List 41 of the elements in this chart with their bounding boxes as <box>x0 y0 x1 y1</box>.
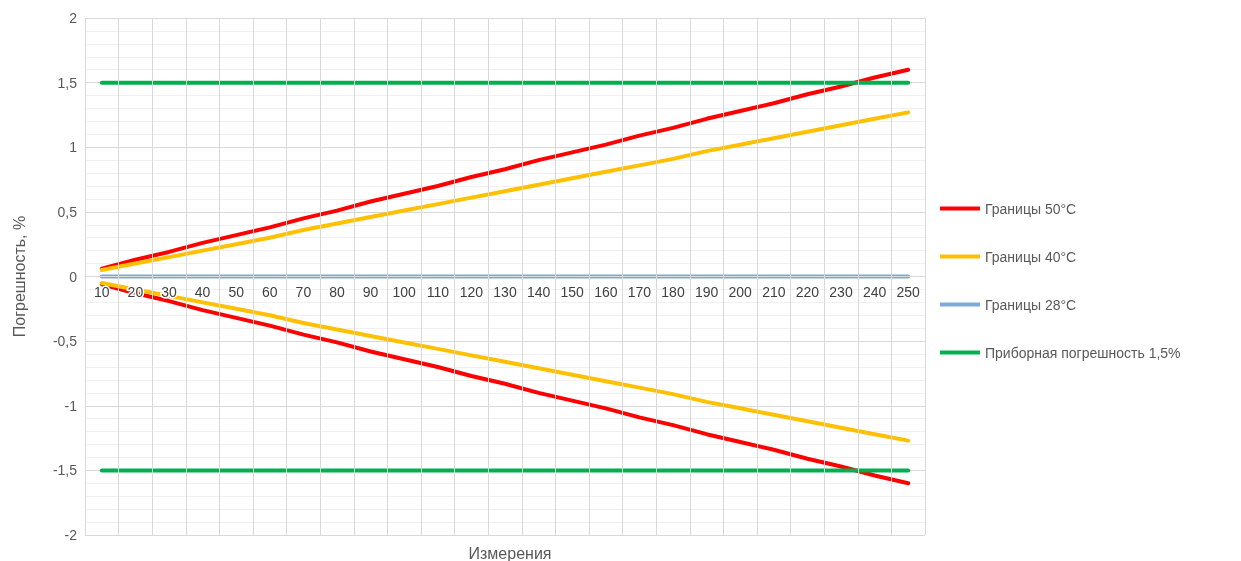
y-tick-label: 0 <box>69 268 78 285</box>
x-axis-title: Измерения <box>468 544 552 561</box>
y-tick-label: -2 <box>64 527 78 543</box>
y-axis-title: Погрешность, % <box>10 215 28 338</box>
x-tick-label: 90 <box>362 283 379 300</box>
y-tick-label: -1 <box>64 397 78 414</box>
x-tick-label: 120 <box>459 283 484 300</box>
x-tick-label: 40 <box>194 283 211 300</box>
x-tick-label: 190 <box>694 283 719 300</box>
x-tick-label: 70 <box>295 283 312 300</box>
legend-label: Границы 28°C <box>985 296 1077 313</box>
x-tick-label: 230 <box>829 283 853 300</box>
x-tick-label: 110 <box>426 283 450 300</box>
x-tick-label: 10 <box>94 283 110 300</box>
x-tick-label: 240 <box>862 283 887 300</box>
line-series <box>99 67 911 271</box>
x-tick-label: 160 <box>594 283 618 300</box>
x-tick-label: 80 <box>329 283 345 300</box>
line-series <box>99 110 911 273</box>
legend-label: Приборная погрешность 1,5% <box>985 344 1181 361</box>
x-tick-label: 250 <box>896 283 921 300</box>
y-tick-label: -0,5 <box>52 333 78 350</box>
y-tick-label: 1 <box>69 139 78 156</box>
x-tick-label: 220 <box>795 283 820 300</box>
x-tick-label: 210 <box>762 283 786 300</box>
y-tick-label: 1,5 <box>57 74 78 91</box>
legend-label: Границы 40°C <box>985 248 1077 265</box>
x-tick-label: 170 <box>627 283 652 300</box>
x-tick-label: 60 <box>262 283 278 300</box>
x-tick-label: 50 <box>228 283 245 300</box>
x-tick-label: 140 <box>526 283 551 300</box>
x-tick-label: 20 <box>127 283 144 300</box>
y-tick-label: 0,5 <box>57 203 78 220</box>
x-tick-label: 130 <box>493 283 517 300</box>
y-tick-label: 2 <box>69 10 78 26</box>
x-tick-label: 180 <box>661 283 685 300</box>
x-tick-label: 150 <box>560 283 585 300</box>
legend-label: Границы 50°C <box>985 200 1077 217</box>
x-tick-label: 200 <box>728 283 753 300</box>
y-tick-label: -1,5 <box>52 462 78 479</box>
x-tick-label: 100 <box>392 283 417 300</box>
